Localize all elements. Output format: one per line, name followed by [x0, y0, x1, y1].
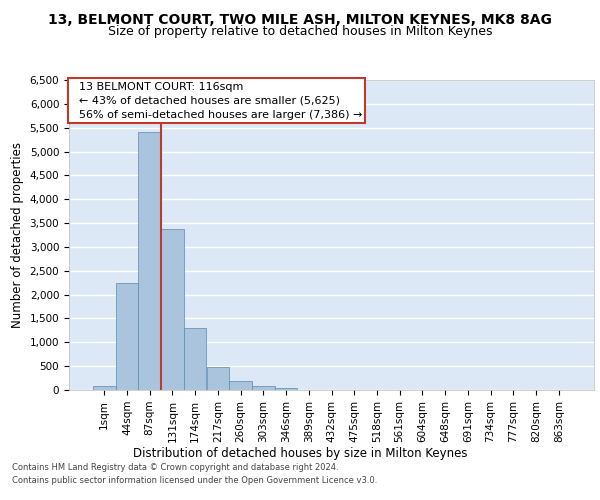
Bar: [275, 388, 298, 390]
Text: 13 BELMONT COURT: 116sqm
  ← 43% of detached houses are smaller (5,625)
  56% of: 13 BELMONT COURT: 116sqm ← 43% of detach…: [71, 82, 362, 120]
Bar: [93, 386, 116, 390]
Bar: [229, 381, 252, 390]
Text: Contains HM Land Registry data © Crown copyright and database right 2024.: Contains HM Land Registry data © Crown c…: [12, 464, 338, 472]
Text: Size of property relative to detached houses in Milton Keynes: Size of property relative to detached ho…: [108, 25, 492, 38]
Bar: [252, 386, 275, 390]
Bar: [139, 132, 161, 390]
Bar: [206, 366, 229, 390]
Bar: [184, 328, 206, 390]
Bar: [116, 282, 139, 390]
Text: Contains public sector information licensed under the Open Government Licence v3: Contains public sector information licen…: [12, 476, 377, 485]
Bar: [161, 229, 184, 390]
Text: 13, BELMONT COURT, TWO MILE ASH, MILTON KEYNES, MK8 8AG: 13, BELMONT COURT, TWO MILE ASH, MILTON …: [48, 12, 552, 26]
Text: Distribution of detached houses by size in Milton Keynes: Distribution of detached houses by size …: [133, 448, 467, 460]
Y-axis label: Number of detached properties: Number of detached properties: [11, 142, 24, 328]
